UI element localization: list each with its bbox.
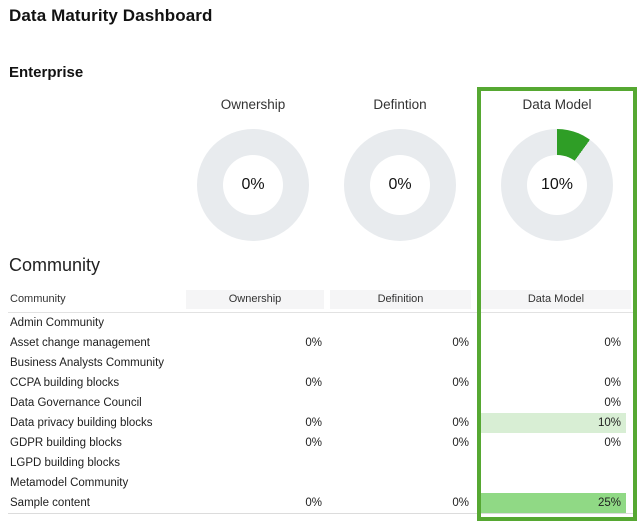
cell-community: Data Governance Council bbox=[10, 397, 142, 409]
cell-data-model bbox=[481, 473, 626, 493]
table-row[interactable]: LGPD building blocks bbox=[8, 453, 637, 473]
cell-ownership bbox=[186, 393, 330, 413]
cell-definition: 0% bbox=[452, 437, 469, 449]
table-row[interactable]: Asset change management 0% 0% 0% bbox=[8, 333, 637, 353]
table-row[interactable]: CCPA building blocks 0% 0% 0% bbox=[8, 373, 637, 393]
donut-ring: 10% bbox=[501, 129, 613, 241]
table-row[interactable]: Data privacy building blocks 0% 0% 10% bbox=[8, 413, 637, 433]
cell-definition bbox=[330, 453, 477, 473]
chart-title: Data Model bbox=[522, 97, 592, 112]
cell-community: Business Analysts Community bbox=[10, 357, 165, 369]
column-header-data-model[interactable]: Data Model bbox=[481, 290, 631, 309]
chart-title: Ownership bbox=[220, 97, 286, 112]
chart-title: Defintion bbox=[373, 97, 427, 112]
table-row[interactable]: Business Analysts Community bbox=[8, 353, 637, 373]
cell-data-model-wrap: 0% bbox=[477, 393, 637, 413]
cell-ownership: 0% bbox=[305, 497, 322, 509]
cell-data-model bbox=[481, 353, 626, 373]
donut-hole: 0% bbox=[223, 155, 283, 215]
cell-ownership bbox=[186, 473, 330, 493]
table-row[interactable]: GDPR building blocks 0% 0% 0% bbox=[8, 433, 637, 453]
cell-definition: 0% bbox=[452, 497, 469, 509]
donut-ring: 0% bbox=[197, 129, 309, 241]
community-heading: Community bbox=[9, 255, 101, 275]
cell-definition bbox=[330, 313, 477, 333]
column-header-community[interactable]: Community bbox=[10, 293, 66, 305]
donut-chart[interactable]: Ownership 0% bbox=[173, 96, 333, 241]
cell-data-model: 0% bbox=[604, 437, 621, 449]
donut-chart[interactable]: Defintion 0% bbox=[320, 96, 480, 241]
table-header-row: Community Ownership Definition Data Mode… bbox=[8, 290, 637, 313]
table-row[interactable]: Data Governance Council 0% bbox=[8, 393, 637, 413]
cell-definition bbox=[330, 393, 477, 413]
cell-data-model-wrap: 0% bbox=[477, 373, 637, 393]
cell-definition: 0% bbox=[452, 417, 469, 429]
cell-data-model-wrap: 25% bbox=[477, 493, 637, 513]
table-row[interactable]: Metamodel Community bbox=[8, 473, 637, 493]
cell-definition bbox=[330, 353, 477, 373]
cell-data-model-wrap: 0% bbox=[477, 433, 637, 453]
cell-community: CCPA building blocks bbox=[10, 377, 120, 389]
cell-definition: 0% bbox=[452, 337, 469, 349]
cell-data-model-wrap bbox=[477, 313, 637, 333]
donut-value: 0% bbox=[388, 176, 412, 193]
cell-ownership: 0% bbox=[305, 377, 322, 389]
donut-hole: 0% bbox=[370, 155, 430, 215]
column-header-definition[interactable]: Definition bbox=[330, 290, 471, 309]
cell-ownership: 0% bbox=[305, 417, 322, 429]
donut-hole: 10% bbox=[527, 155, 587, 215]
donut-value: 0% bbox=[241, 176, 265, 193]
donut-chart[interactable]: Data Model 10% bbox=[477, 96, 637, 241]
cell-data-model: 0% bbox=[604, 337, 621, 349]
cell-community: LGPD building blocks bbox=[10, 457, 120, 469]
cell-definition: 0% bbox=[452, 377, 469, 389]
table-row[interactable]: Admin Community bbox=[8, 313, 637, 333]
cell-data-model: 0% bbox=[604, 397, 621, 409]
cell-data-model: 10% bbox=[481, 413, 626, 433]
cell-ownership bbox=[186, 453, 330, 473]
cell-community: GDPR building blocks bbox=[10, 437, 122, 449]
cell-ownership: 0% bbox=[305, 337, 322, 349]
cell-data-model: 0% bbox=[604, 377, 621, 389]
cell-data-model-wrap: 0% bbox=[477, 333, 637, 353]
table-body: Admin Community Asset change management … bbox=[8, 313, 637, 514]
cell-community: Asset change management bbox=[10, 337, 151, 349]
donut-ring: 0% bbox=[344, 129, 456, 241]
cell-ownership bbox=[186, 313, 330, 333]
cell-ownership: 0% bbox=[305, 437, 322, 449]
cell-data-model bbox=[481, 313, 626, 333]
page-title: Data Maturity Dashboard bbox=[9, 6, 213, 25]
donut-value: 10% bbox=[540, 176, 574, 193]
cell-data-model-wrap bbox=[477, 353, 637, 373]
cell-data-model-wrap bbox=[477, 473, 637, 493]
cell-data-model bbox=[481, 453, 626, 473]
cell-data-model: 25% bbox=[481, 493, 626, 513]
table-row[interactable]: Sample content 0% 0% 25% bbox=[8, 493, 637, 513]
cell-data-model-wrap: 10% bbox=[477, 413, 637, 433]
cell-community: Data privacy building blocks bbox=[10, 417, 153, 429]
cell-community: Sample content bbox=[10, 497, 90, 509]
community-table: Community Ownership Definition Data Mode… bbox=[8, 290, 637, 514]
cell-definition bbox=[330, 473, 477, 493]
enterprise-heading: Enterprise bbox=[9, 64, 84, 81]
cell-community: Metamodel Community bbox=[10, 477, 129, 489]
cell-data-model-wrap bbox=[477, 453, 637, 473]
cell-community: Admin Community bbox=[10, 317, 104, 329]
cell-ownership bbox=[186, 353, 330, 373]
column-header-ownership[interactable]: Ownership bbox=[186, 290, 324, 309]
